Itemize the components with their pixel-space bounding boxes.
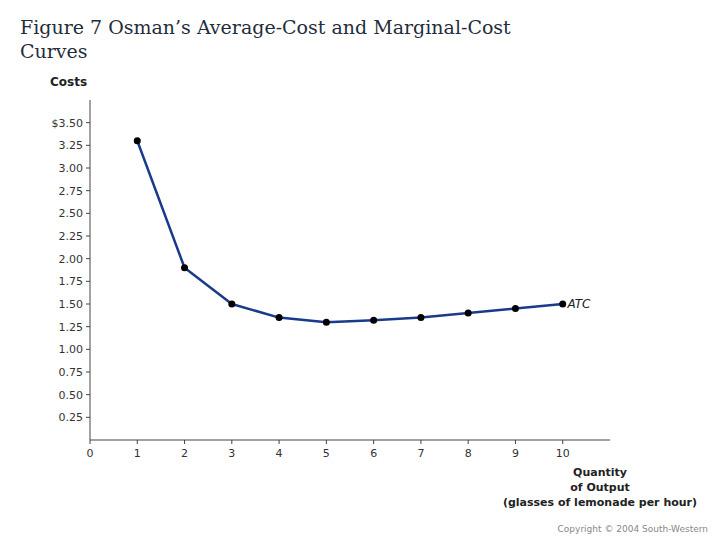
x-axis	[90, 440, 610, 441]
annotation: ATC	[566, 297, 591, 311]
y-tick-label: 0.75	[59, 366, 84, 379]
point	[276, 314, 283, 321]
x-tick-label: 3	[228, 447, 235, 460]
x-tick	[279, 440, 280, 444]
x-tick	[326, 440, 327, 444]
x-tick	[231, 440, 232, 444]
x-tick-label: 0	[87, 447, 94, 460]
y-tick	[86, 281, 90, 282]
point	[181, 264, 188, 271]
y-tick	[86, 213, 90, 214]
y-tick-label: 1.75	[59, 275, 84, 288]
x-tick-label: 9	[512, 447, 519, 460]
x-tick-label: 8	[465, 447, 472, 460]
x-axis-label: (glasses of lemonade per hour)	[503, 496, 697, 509]
y-tick	[86, 304, 90, 305]
x-tick	[184, 440, 185, 444]
y-tick-label: 1.50	[59, 298, 84, 311]
footer-note: Copyright © 2004 South-Western	[558, 524, 708, 534]
x-tick	[137, 440, 138, 444]
y-axis-label: Costs	[50, 75, 87, 89]
point	[134, 137, 141, 144]
x-tick-label: 10	[556, 447, 570, 460]
x-tick-label: 7	[417, 447, 424, 460]
x-tick-label: 5	[323, 447, 330, 460]
x-axis-label: of Output	[570, 481, 630, 494]
title: Figure 7 Osman’s Average-Cost and Margin…	[20, 16, 511, 38]
title: Curves	[20, 40, 88, 62]
point	[323, 319, 330, 326]
point	[559, 301, 566, 308]
y-tick	[86, 168, 90, 169]
x-tick-label: 6	[370, 447, 377, 460]
plot-area	[134, 137, 566, 325]
y-tick-label: 3.00	[59, 162, 84, 175]
y-tick	[86, 190, 90, 191]
x-tick-label: 2	[181, 447, 188, 460]
x-tick	[373, 440, 374, 444]
x-tick	[562, 440, 563, 444]
point	[512, 305, 519, 312]
point	[228, 301, 235, 308]
y-tick	[86, 122, 90, 123]
y-tick	[86, 417, 90, 418]
point	[417, 314, 424, 321]
y-tick-label: 0.25	[59, 411, 84, 424]
y-tick	[86, 394, 90, 395]
x-tick	[420, 440, 421, 444]
y-tick	[86, 258, 90, 259]
y-tick-label: 2.75	[59, 185, 84, 198]
y-tick-label: 0.50	[59, 389, 84, 402]
y-tick-label: $3.50	[52, 117, 84, 130]
line	[137, 141, 562, 322]
y-tick-label: 2.00	[59, 253, 84, 266]
y-tick	[86, 145, 90, 146]
x-tick	[468, 440, 469, 444]
x-tick-label: 1	[134, 447, 141, 460]
x-tick	[90, 440, 91, 444]
y-tick	[86, 326, 90, 327]
y-tick-label: 2.25	[59, 230, 84, 243]
y-tick-label: 1.00	[59, 343, 84, 356]
y-tick	[86, 372, 90, 373]
x-tick-label: 4	[276, 447, 283, 460]
y-tick-label: 1.25	[59, 321, 84, 334]
y-tick-label: 2.50	[59, 207, 84, 220]
y-axis	[90, 100, 91, 440]
point	[465, 310, 472, 317]
point	[370, 317, 377, 324]
y-tick-label: 3.25	[59, 139, 84, 152]
chart: Figure 7 Osman’s Average-Cost and Margin…	[0, 0, 720, 540]
y-tick	[86, 236, 90, 237]
x-tick	[515, 440, 516, 444]
y-tick	[86, 349, 90, 350]
x-axis-label: Quantity	[573, 466, 627, 479]
